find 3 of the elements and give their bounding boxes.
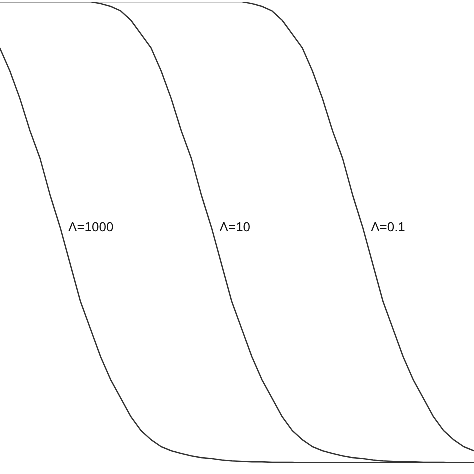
series-label: Λ=0.1	[371, 219, 406, 234]
series-label: Λ=1000	[68, 219, 114, 234]
series-label: Λ=10	[220, 219, 251, 234]
